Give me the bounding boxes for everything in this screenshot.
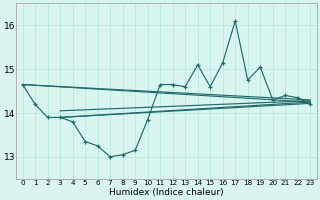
X-axis label: Humidex (Indice chaleur): Humidex (Indice chaleur) [109, 188, 224, 197]
